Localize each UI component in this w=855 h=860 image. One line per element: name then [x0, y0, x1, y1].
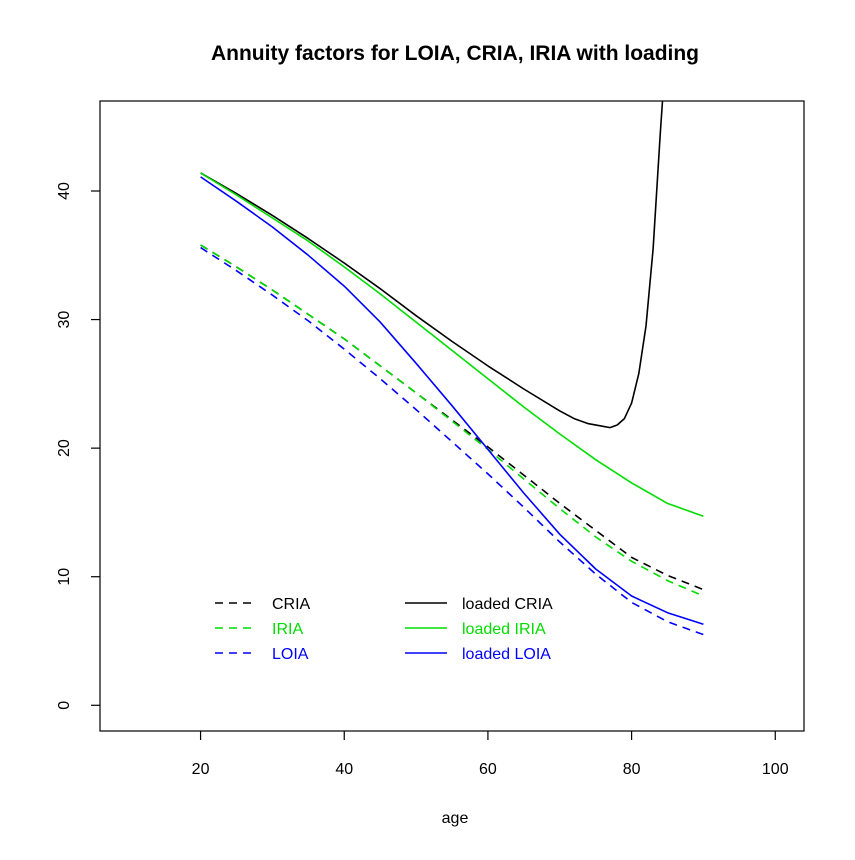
x-tick-label: 40 — [335, 761, 353, 778]
legend-label-loaded-cria: loaded CRIA — [462, 596, 553, 613]
y-tick-label: 0 — [56, 701, 73, 710]
legend-label-loia: LOIA — [272, 646, 309, 663]
x-tick-label: 80 — [623, 761, 641, 778]
legend-label-cria: CRIA — [272, 596, 311, 613]
y-tick-label: 10 — [56, 568, 73, 586]
x-tick-label: 20 — [192, 761, 210, 778]
legend-label-loaded-loia: loaded LOIA — [462, 646, 551, 663]
series-line-iria — [200, 244, 704, 597]
y-tick-label: 30 — [56, 311, 73, 329]
x-tick-label: 100 — [762, 761, 789, 778]
series-line-cria — [200, 244, 704, 591]
legend-label-iria: IRIA — [272, 621, 303, 638]
series-line-loaded-loia — [200, 176, 704, 626]
chart-title: Annuity factors for LOIA, CRIA, IRIA wit… — [211, 42, 699, 65]
series-line-loia — [200, 246, 704, 636]
x-tick-label: 60 — [479, 761, 497, 778]
series-line-loaded-cria — [200, 101, 664, 429]
x-axis-label: age — [442, 810, 469, 827]
legend: CRIA IRIA LOIA loaded CRIA loaded IRIA loaded… — [215, 596, 553, 663]
y-tick-label: 20 — [56, 439, 73, 457]
series-line-loaded-iria — [200, 172, 704, 518]
y-tick-label: 40 — [56, 182, 73, 200]
plot-frame — [99, 100, 805, 732]
legend-label-loaded-iria: loaded IRIA — [462, 621, 546, 638]
series-group — [200, 101, 704, 636]
